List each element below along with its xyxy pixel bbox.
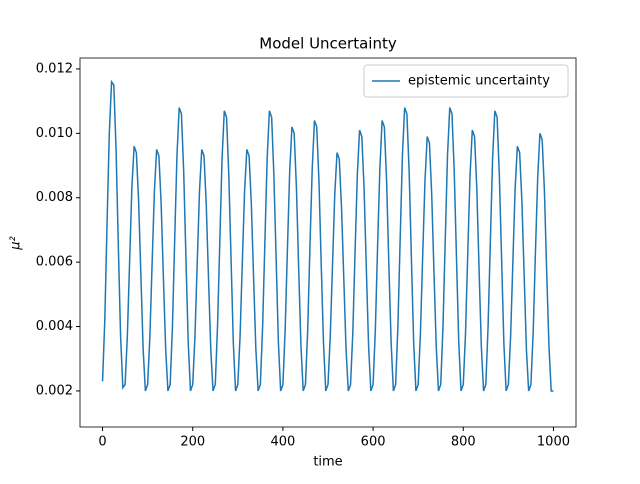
legend-box xyxy=(363,64,569,98)
y-tick-label: 0.008 xyxy=(36,190,73,205)
x-tick-label: 600 xyxy=(361,435,386,450)
x-tick-label: 1000 xyxy=(537,435,570,450)
plot-frame xyxy=(79,57,577,428)
x-axis-label: time xyxy=(313,455,342,470)
legend-label: epistemic uncertainty xyxy=(408,74,550,89)
chart-title: Model Uncertainty xyxy=(259,35,397,53)
y-tick-label: 0.010 xyxy=(36,126,73,141)
x-tick-label: 400 xyxy=(270,435,295,450)
y-tick-label: 0.006 xyxy=(36,255,73,270)
x-tick-label: 200 xyxy=(180,435,205,450)
x-tick-label: 0 xyxy=(98,435,106,450)
x-tick-label: 800 xyxy=(451,435,476,450)
y-tick-label: 0.012 xyxy=(36,61,73,76)
y-axis-label: μ² xyxy=(9,236,24,250)
y-tick-label: 0.002 xyxy=(36,383,73,398)
data-line xyxy=(101,79,554,392)
y-tick-label: 0.004 xyxy=(36,319,73,334)
